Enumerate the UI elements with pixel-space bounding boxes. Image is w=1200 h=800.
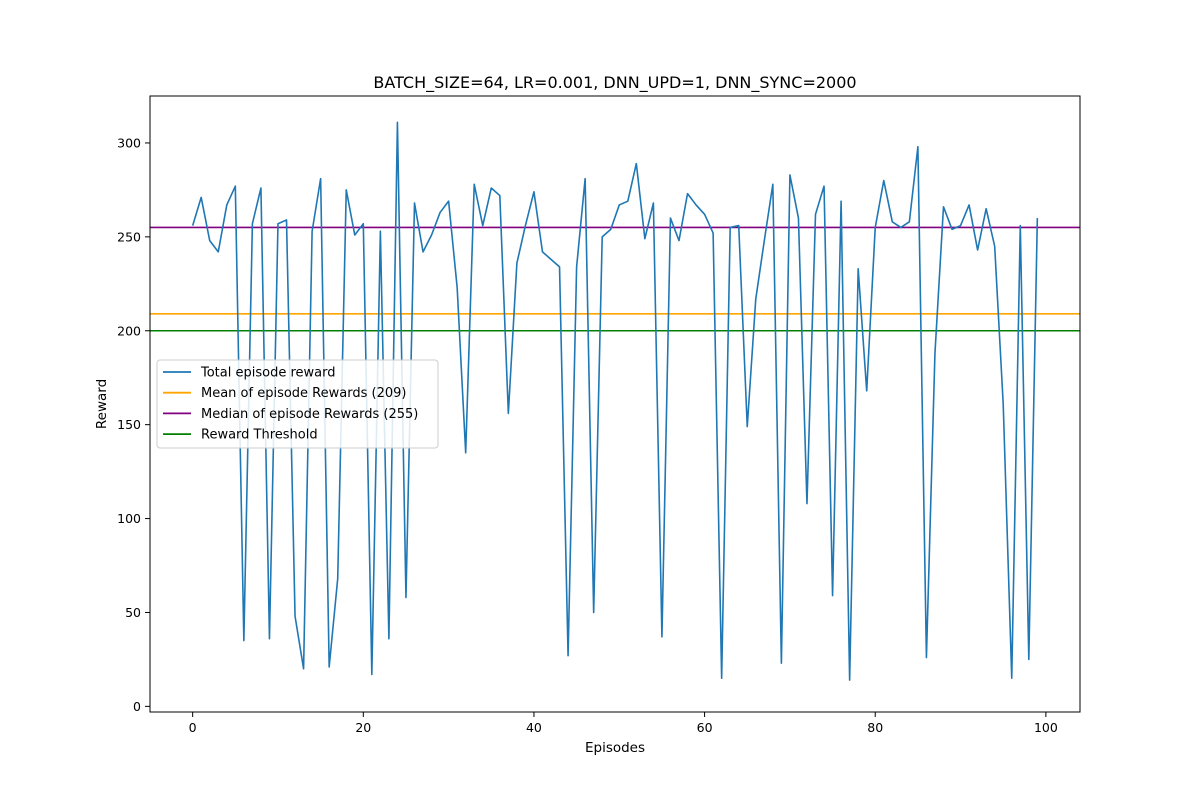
- legend-label-3: Reward Threshold: [201, 428, 318, 443]
- legend-label-2: Median of episode Rewards (255): [201, 407, 418, 422]
- x-tick-label: 80: [867, 720, 883, 735]
- plot-frame: [149, 95, 1081, 713]
- legend-label-0: Total episode reward: [200, 366, 336, 381]
- y-tick-label: 150: [117, 417, 141, 432]
- legend: Total episode reward Mean of episode Rewa…: [156, 359, 439, 449]
- y-tick-label: 50: [125, 605, 141, 620]
- legend-box: [156, 359, 439, 449]
- series-line-0: [191, 121, 1039, 681]
- reference-lines: [150, 226, 1080, 332]
- y-tick-label: 100: [117, 511, 141, 526]
- x-tick-label: 0: [189, 720, 197, 735]
- legend-label-1: Mean of episode Rewards (209): [201, 386, 406, 401]
- chart-title: BATCH_SIZE=64, LR=0.001, DNN_UPD=1, DNN_…: [373, 73, 856, 93]
- x-axis-label: Episodes: [585, 740, 645, 756]
- x-tick-label: 40: [526, 720, 542, 735]
- episode-reward-series: [191, 121, 1039, 681]
- x-tick-label: 60: [697, 720, 713, 735]
- y-axis-label: Reward: [94, 379, 110, 429]
- x-tick-label: 100: [1034, 720, 1058, 735]
- x-axis-ticks: 0 20 40 60 80 100: [189, 712, 1058, 735]
- y-tick-label: 300: [117, 135, 141, 150]
- x-tick-label: 20: [355, 720, 371, 735]
- y-tick-label: 250: [117, 229, 141, 244]
- y-tick-label: 200: [117, 323, 141, 338]
- y-axis-ticks: 0 50 100 150 200 250 300: [117, 135, 150, 714]
- y-tick-label: 0: [133, 699, 141, 714]
